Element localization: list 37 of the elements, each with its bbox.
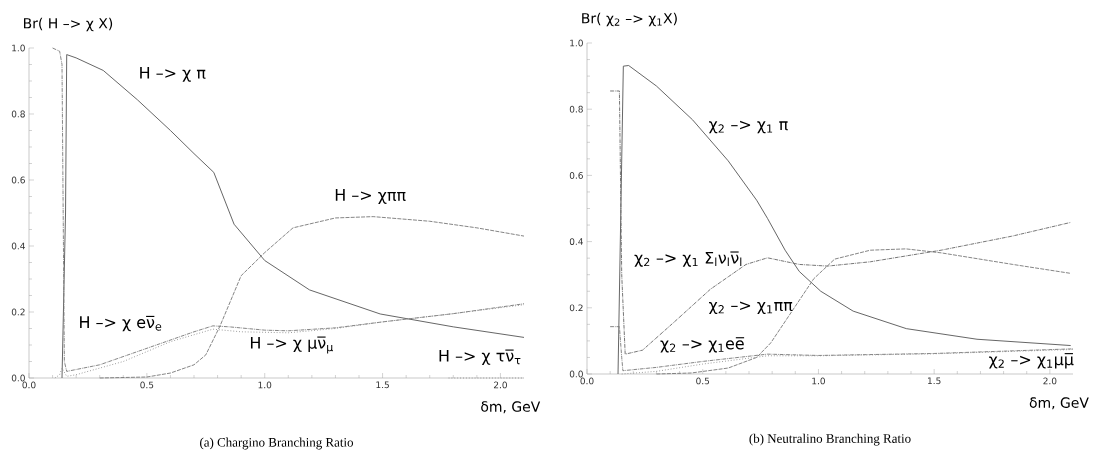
y-tick-label: 0.6 [569, 172, 583, 179]
text: (a) Chargino Branching Ratio [200, 437, 354, 450]
series-label: χ$_{2}$ –> χ$_{1}$μμ̅ [989, 353, 1074, 369]
text: χ$_{2}$ –> χ$_{1}$ Σ$_{l}$ν$_{l}$ν̅$_{l}$ [634, 251, 742, 267]
x-tick-label: 1.5 [376, 381, 389, 389]
series-label: H –> χ eν̅$_{e}$ [80, 315, 162, 332]
y-tick-label: 1.0 [570, 39, 583, 47]
y-tick-label: 0.2 [569, 304, 583, 312]
series-label: H –> χππ [335, 189, 406, 204]
y-tick-label: 0.8 [569, 105, 583, 113]
series-label: H –> χ π [140, 66, 206, 82]
x-tick-label: 0.0 [22, 381, 36, 389]
y-tick-label: 0.4 [11, 242, 25, 250]
series-label: χ$_{2}$ –> χ$_{1}$ππ [709, 301, 793, 315]
x-tick-label: 0.0 [580, 377, 594, 385]
x-tick-label: 0.5 [140, 381, 154, 389]
y-tick-label: 1.0 [12, 44, 25, 52]
series-label: χ$_{2}$ –> χ$_{1}$ π [709, 120, 788, 134]
x-tick-label: 1.0 [812, 377, 825, 385]
y-tick-label: 0.6 [11, 176, 25, 184]
series-label: H –> χ τν̅$_{τ}$ [439, 349, 521, 365]
series-label: χ$_{2}$ –> χ$_{1}$ee̅ [660, 337, 745, 353]
y-tick-label: 0.4 [569, 238, 583, 245]
y-tick-label: 0.0 [569, 370, 583, 378]
y-axis-title: Br( H –> χ X) [23, 17, 113, 32]
x-axis-title: δm, GeV [1029, 397, 1089, 410]
y-tick-label: 0.8 [11, 110, 25, 118]
x-tick-label: 0.5 [696, 377, 710, 385]
text: (b) Neutralino Branching Ratio [749, 433, 911, 446]
x-tick-label: 2.0 [1043, 377, 1057, 385]
y-axis-title: Br( χ$_{2}$ –> χ$_{1}$X) [582, 12, 677, 27]
x-axis-title: δm, GeV [481, 401, 541, 414]
x-tick-label: 1.5 [928, 377, 941, 385]
y-tick-label: 0.2 [11, 308, 25, 316]
series-label: H –> χ μν̅$_{μ}$ [250, 336, 334, 354]
x-tick-label: 2.0 [493, 381, 507, 389]
x-tick-label: 1.0 [258, 381, 272, 389]
